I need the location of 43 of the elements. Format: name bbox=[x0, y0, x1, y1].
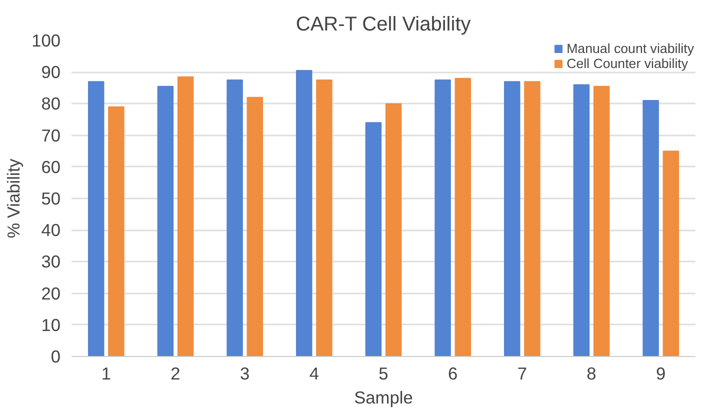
y-tick-label: 50 bbox=[41, 188, 61, 208]
x-tick-label: 3 bbox=[240, 364, 250, 384]
y-tick-label: 20 bbox=[41, 283, 61, 304]
y-tick-label: 70 bbox=[41, 125, 61, 146]
bar bbox=[524, 81, 540, 356]
x-tick-label: 9 bbox=[656, 364, 666, 384]
y-tick-label: 30 bbox=[41, 252, 61, 272]
bar bbox=[434, 80, 451, 356]
bar bbox=[246, 96, 264, 356]
bar bbox=[157, 86, 174, 356]
legend-label: Cell Counter viability bbox=[566, 56, 688, 71]
x-tick-label: 4 bbox=[309, 364, 320, 384]
bar bbox=[385, 103, 402, 356]
x-axis-title: Sample bbox=[354, 388, 413, 408]
legend-label: Manual count viability bbox=[566, 41, 694, 56]
bar bbox=[108, 106, 124, 356]
bar bbox=[662, 150, 680, 356]
bar bbox=[504, 81, 520, 356]
bar bbox=[177, 76, 194, 356]
bar bbox=[316, 80, 332, 356]
x-tick-label: 5 bbox=[378, 364, 388, 384]
bar bbox=[296, 70, 312, 356]
y-tick-label: 100 bbox=[32, 30, 61, 50]
y-tick-label: 10 bbox=[41, 314, 61, 335]
bar bbox=[642, 100, 659, 356]
y-tick-label: 40 bbox=[41, 220, 61, 240]
bar bbox=[365, 122, 382, 356]
x-tick-label: 8 bbox=[586, 364, 596, 384]
y-tick-label: 80 bbox=[41, 94, 61, 114]
chart-title: CAR-T Cell Viability bbox=[296, 14, 471, 36]
y-tick-label: 60 bbox=[41, 156, 61, 177]
bar bbox=[573, 84, 590, 356]
x-tick-label: 6 bbox=[448, 364, 458, 384]
x-tick-label: 2 bbox=[170, 364, 180, 384]
bar bbox=[226, 80, 243, 356]
x-tick-label: 1 bbox=[101, 364, 111, 384]
y-tick-label: 0 bbox=[50, 346, 61, 366]
y-tick-label: 90 bbox=[41, 62, 61, 82]
y-axis-title: % Viability bbox=[4, 158, 24, 238]
x-tick-label: 7 bbox=[517, 364, 527, 384]
bar bbox=[454, 78, 472, 356]
bar bbox=[593, 86, 610, 356]
bar bbox=[88, 81, 104, 356]
